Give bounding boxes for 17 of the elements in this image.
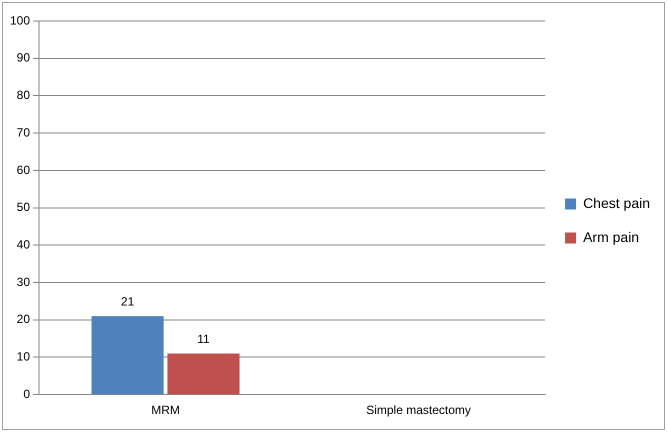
y-tick-label: 10 [16, 350, 30, 364]
y-tick-label: 0 [23, 386, 30, 401]
y-tick-label: 100 [10, 13, 30, 28]
y-tick-label: 70 [16, 125, 30, 140]
data-label: 21 [120, 294, 135, 308]
y-tick-label: 50 [16, 200, 30, 214]
legend-label: Chest pain [583, 194, 650, 211]
x-tick-label: MRM [151, 403, 180, 418]
y-tick-label: 30 [16, 274, 30, 289]
y-tick-label: 40 [16, 237, 30, 252]
legend-label: Arm pain [583, 228, 640, 245]
y-tick-label: 60 [16, 162, 30, 177]
x-tick-label: Simple mastectomy [366, 403, 471, 418]
y-tick-label: 80 [16, 88, 30, 102]
y-tick-label: 90 [16, 50, 30, 65]
data-label: 11 [197, 332, 210, 346]
y-tick-label: 20 [16, 312, 30, 326]
